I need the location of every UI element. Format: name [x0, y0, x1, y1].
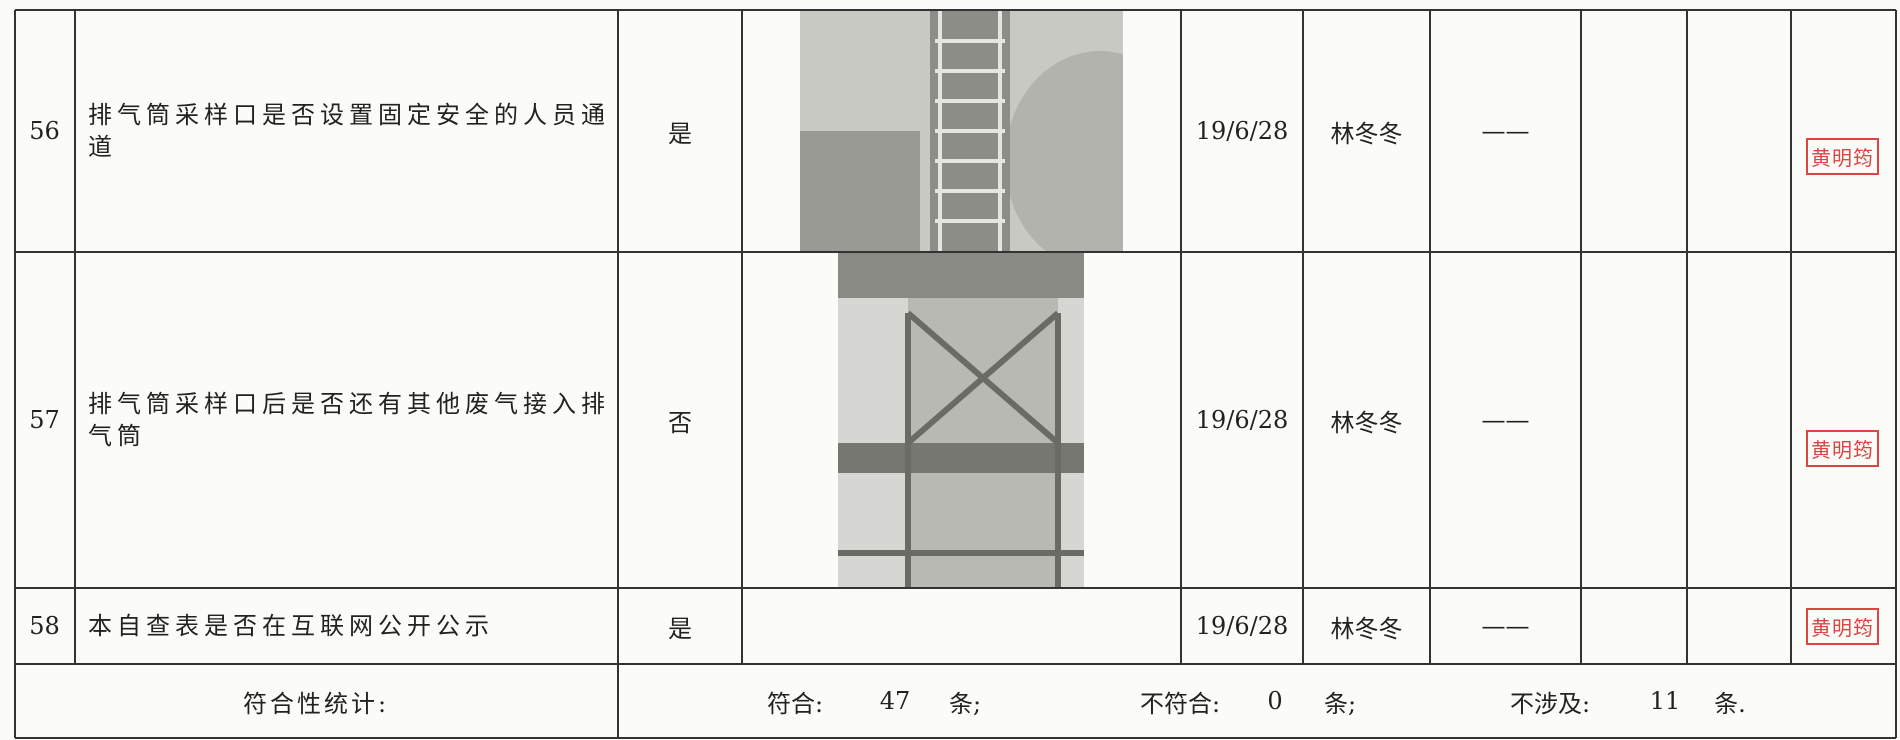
summary-count: 11: [1649, 687, 1681, 715]
summary-unit: 条;: [1323, 689, 1357, 718]
photo: [800, 11, 1123, 251]
summary-count: 47: [879, 687, 911, 715]
remark: ——: [1481, 406, 1530, 434]
rule: [1686, 10, 1688, 664]
date: 19/6/28: [1195, 117, 1289, 145]
remark: ——: [1481, 117, 1530, 145]
check-item: 排气筒采样口是否设置固定安全的人员通道: [88, 101, 610, 161]
rule: [1895, 10, 1897, 738]
summary-count: 0: [1267, 687, 1283, 715]
rule: [617, 10, 619, 738]
seal: 黄明筠: [1806, 608, 1879, 645]
rule: [1302, 10, 1304, 664]
row-number: 57: [29, 406, 60, 434]
row-number: 56: [29, 117, 60, 145]
inspector: 林冬冬: [1330, 119, 1403, 148]
date: 19/6/28: [1195, 406, 1289, 434]
rule: [741, 10, 743, 664]
summary-key: 不符合:: [1139, 689, 1221, 718]
date: 19/6/28: [1195, 612, 1289, 640]
result: 是: [668, 614, 692, 643]
check-item: 本自查表是否在互联网公开公示: [88, 612, 494, 640]
rule: [1790, 10, 1792, 664]
rule: [1180, 10, 1182, 664]
seal: 黄明筠: [1806, 430, 1879, 467]
check-item: 排气筒采样口后是否还有其他废气接入排气筒: [88, 390, 610, 450]
inspector: 林冬冬: [1330, 408, 1403, 437]
seal: 黄明筠: [1806, 138, 1879, 175]
summary-key: 不涉及:: [1509, 689, 1591, 718]
rule: [74, 10, 76, 664]
summary-unit: 条.: [1714, 689, 1746, 718]
result: 是: [668, 119, 692, 148]
rule: [15, 587, 1896, 589]
rule: [14, 10, 16, 738]
result: 否: [668, 408, 692, 437]
rule: [15, 251, 1896, 253]
remark: ——: [1481, 612, 1530, 640]
rule: [15, 663, 1896, 665]
inspector: 林冬冬: [1330, 614, 1403, 643]
rule: [1429, 10, 1431, 664]
summary-key: 符合:: [766, 689, 824, 718]
rule: [1580, 10, 1582, 664]
summary-unit: 条;: [948, 689, 982, 718]
photo: [838, 253, 1084, 587]
summary-label: 符合性统计:: [242, 689, 390, 718]
rule: [15, 9, 1896, 11]
rule: [15, 737, 1896, 739]
row-number: 58: [29, 612, 60, 640]
